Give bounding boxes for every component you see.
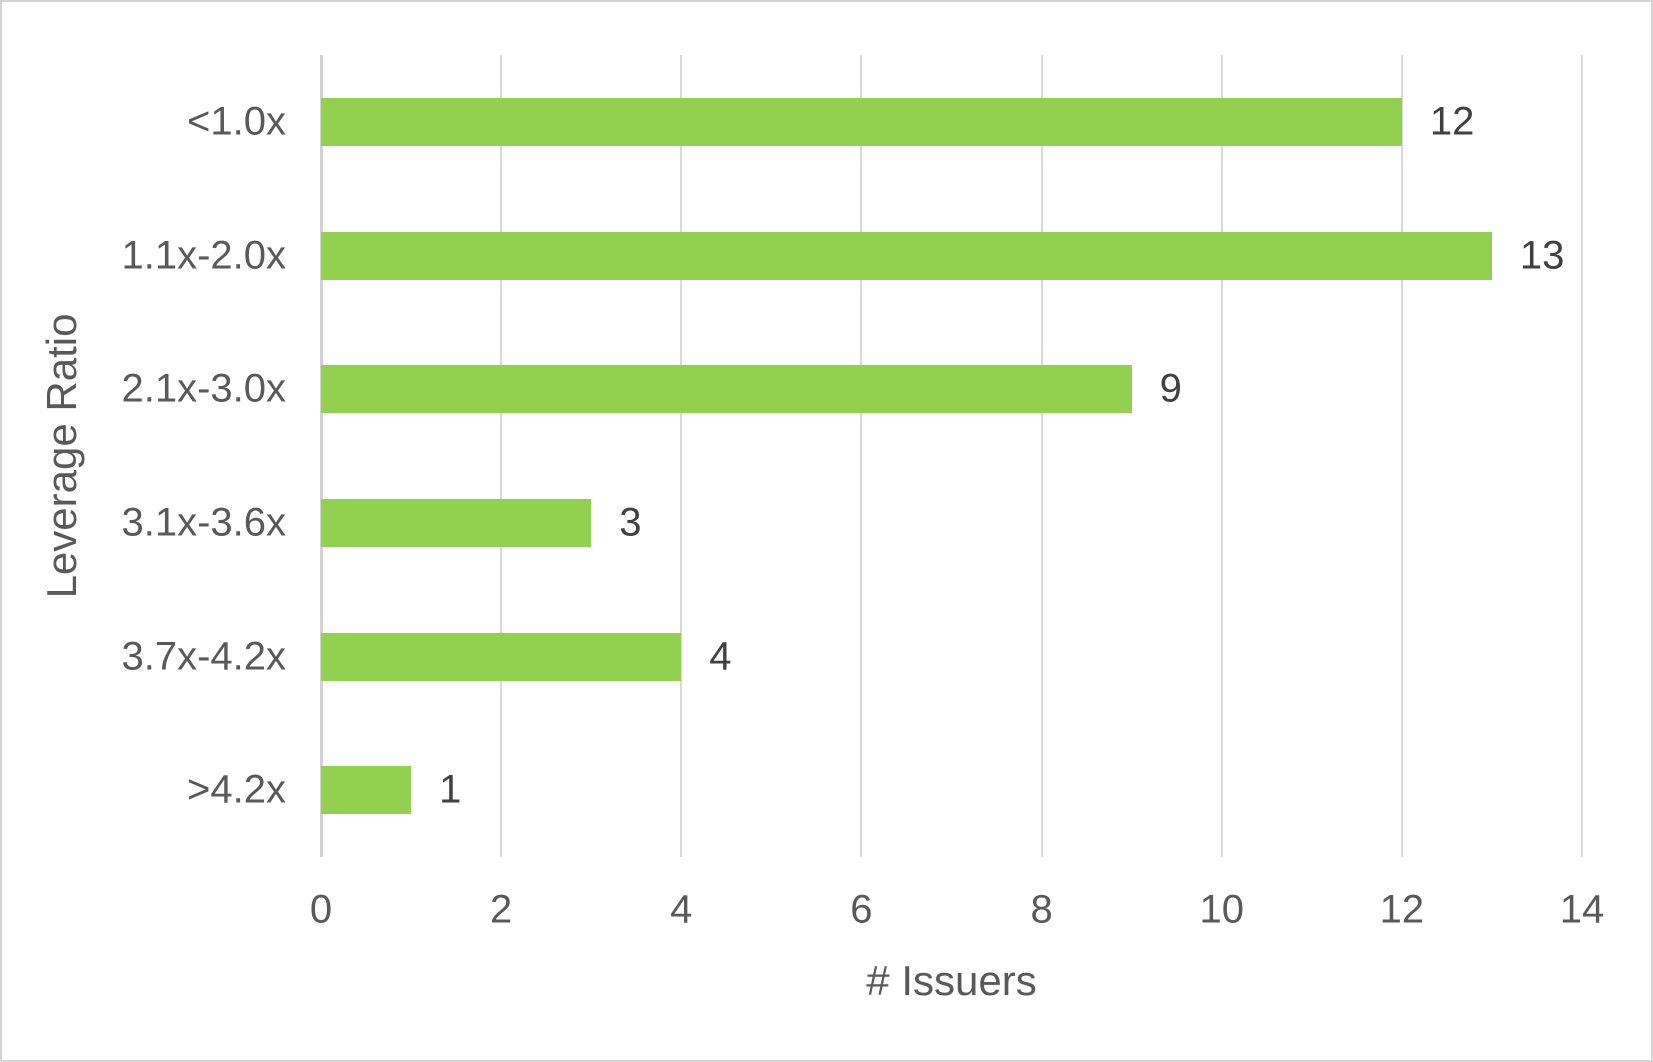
bar [321,498,592,547]
bar [321,766,412,815]
category-label: 1.1x-2.0x [121,233,286,277]
category-label: 3.7x-4.2x [121,634,286,678]
x-axis-title: # Issuers [866,957,1037,1004]
bar [321,365,1132,414]
data-label: 13 [1519,233,1565,277]
data-label: 1 [439,767,462,812]
category-label: 3.1x-3.6x [121,500,286,545]
gridline [500,55,503,857]
category-label: <1.0x [187,99,286,144]
x-tick-label: 6 [850,887,873,932]
x-tick-label: 14 [1559,887,1605,932]
bar [321,632,682,681]
y-axis-line [320,55,323,857]
x-tick-label: 10 [1199,887,1244,932]
gridline [1400,55,1403,857]
x-tick-label: 8 [1030,887,1053,932]
x-tick-label: 4 [670,887,693,932]
data-label: 9 [1159,366,1182,411]
category-label: >4.2x [187,767,286,812]
bar [321,97,1402,146]
data-label: 3 [619,500,642,545]
data-label: 12 [1429,99,1475,144]
gridline [1581,55,1583,857]
gridline [860,55,863,857]
x-tick-label: 0 [309,887,333,932]
bar [321,231,1492,280]
y-axis-title: Leverage Ratio [38,313,85,599]
gridline [680,55,683,857]
x-tick-label: 12 [1379,887,1425,932]
gridline [1040,55,1043,857]
category-label: 2.1x-3.0x [121,366,286,411]
gridline [1220,55,1223,857]
data-label: 4 [709,634,732,678]
plot-area: 12 13 9 3 4 1 [320,55,1583,857]
x-tick-label: 2 [490,887,513,932]
